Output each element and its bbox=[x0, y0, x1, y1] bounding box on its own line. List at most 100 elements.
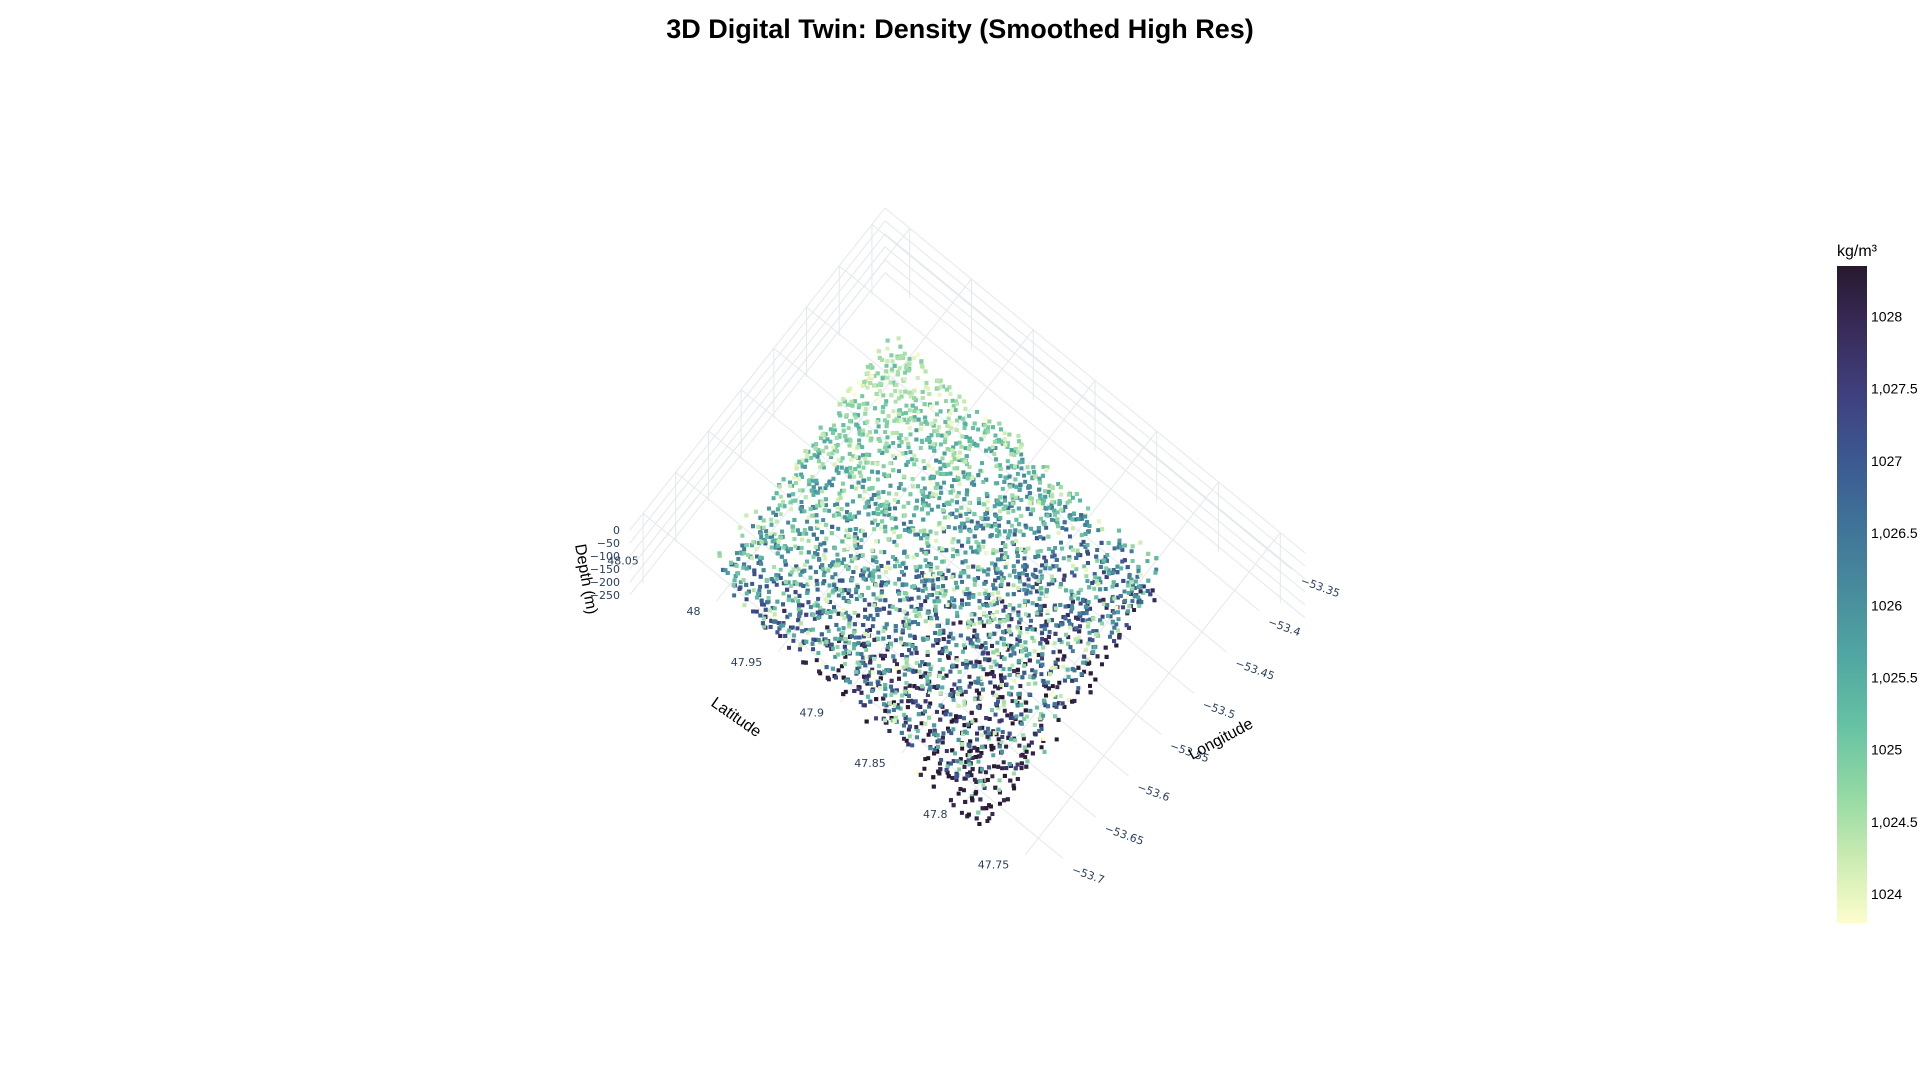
density-point bbox=[831, 476, 836, 481]
density-point bbox=[1126, 590, 1131, 595]
density-point bbox=[972, 512, 977, 517]
density-point bbox=[1046, 618, 1051, 623]
density-point bbox=[764, 584, 769, 589]
density-point bbox=[925, 681, 930, 686]
density-point bbox=[848, 465, 853, 470]
density-point bbox=[909, 620, 914, 625]
density-point bbox=[783, 579, 788, 584]
density-point bbox=[983, 641, 988, 646]
density-point bbox=[898, 389, 903, 394]
density-point bbox=[962, 723, 967, 728]
density-point bbox=[971, 594, 976, 599]
density-point bbox=[1083, 598, 1088, 603]
density-point bbox=[1040, 652, 1045, 657]
density-point bbox=[985, 818, 990, 823]
density-point bbox=[931, 784, 936, 789]
density-point bbox=[922, 528, 927, 533]
density-point bbox=[836, 470, 841, 475]
density-point bbox=[1086, 600, 1091, 605]
density-point bbox=[877, 607, 882, 612]
density-point bbox=[906, 699, 911, 704]
density-point bbox=[958, 620, 963, 625]
density-point bbox=[1021, 564, 1026, 569]
density-point bbox=[822, 541, 827, 546]
density-point bbox=[997, 502, 1002, 507]
density-point bbox=[1059, 640, 1064, 645]
density-point bbox=[1007, 432, 1012, 437]
density-point bbox=[1083, 531, 1088, 536]
density-point bbox=[993, 712, 998, 717]
density-point bbox=[818, 640, 823, 645]
density-point bbox=[920, 507, 925, 512]
density-point bbox=[995, 557, 1000, 562]
density-point bbox=[1060, 525, 1065, 530]
density-point bbox=[935, 684, 940, 689]
density-point bbox=[1043, 494, 1048, 499]
density-point bbox=[915, 703, 920, 708]
density-point bbox=[899, 411, 904, 416]
density-point bbox=[987, 657, 992, 662]
density-point bbox=[1067, 698, 1072, 703]
density-point bbox=[983, 646, 988, 651]
density-point bbox=[1016, 613, 1021, 618]
density-point bbox=[1111, 570, 1116, 575]
density-point bbox=[1008, 529, 1013, 534]
density-point bbox=[1030, 476, 1035, 481]
density-point bbox=[1115, 595, 1120, 600]
density-point bbox=[833, 503, 838, 508]
density-point bbox=[891, 440, 896, 445]
density-point bbox=[999, 501, 1004, 506]
density-point bbox=[969, 545, 974, 550]
density-point bbox=[883, 720, 888, 725]
density-point bbox=[937, 631, 942, 636]
density-point bbox=[835, 465, 840, 470]
density-point bbox=[800, 488, 805, 493]
density-point bbox=[1056, 717, 1061, 722]
density-point bbox=[874, 697, 879, 702]
density-point bbox=[963, 559, 968, 564]
density-point bbox=[887, 491, 892, 496]
density-point bbox=[1066, 557, 1071, 562]
density-point bbox=[1053, 714, 1058, 719]
density-point bbox=[1024, 591, 1029, 596]
density-point bbox=[1024, 700, 1029, 705]
density-point bbox=[847, 617, 852, 622]
density-point bbox=[797, 612, 802, 617]
density-point bbox=[992, 616, 997, 621]
density-point bbox=[1043, 703, 1048, 708]
density-point bbox=[1036, 652, 1041, 657]
density-point bbox=[798, 572, 803, 577]
density-point bbox=[1047, 505, 1052, 510]
grid-line-depth bbox=[629, 272, 886, 596]
density-point bbox=[853, 635, 858, 640]
density-point bbox=[937, 761, 942, 766]
density-point bbox=[934, 638, 939, 643]
density-point bbox=[794, 473, 799, 478]
density-point bbox=[948, 512, 953, 517]
density-point bbox=[900, 693, 905, 698]
density-point bbox=[1074, 567, 1079, 572]
density-point bbox=[1005, 617, 1010, 622]
density-point bbox=[927, 690, 932, 695]
density-point bbox=[767, 534, 772, 539]
density-point bbox=[831, 513, 836, 518]
density-point bbox=[773, 538, 778, 543]
density-point bbox=[989, 747, 994, 752]
density-point bbox=[1014, 517, 1019, 522]
density-point bbox=[982, 786, 987, 791]
density-point bbox=[891, 700, 896, 705]
density-point bbox=[875, 492, 880, 497]
density-point bbox=[958, 787, 963, 792]
density-point bbox=[972, 582, 977, 587]
density-point bbox=[959, 571, 964, 576]
density-point bbox=[804, 531, 809, 536]
density-point bbox=[932, 723, 937, 728]
density-point bbox=[1053, 695, 1058, 700]
density-point bbox=[932, 599, 937, 604]
density-point bbox=[839, 488, 844, 493]
density-point bbox=[950, 488, 955, 493]
density-point bbox=[998, 495, 1003, 500]
density-point bbox=[781, 602, 786, 607]
grid-line-depth bbox=[629, 246, 886, 570]
